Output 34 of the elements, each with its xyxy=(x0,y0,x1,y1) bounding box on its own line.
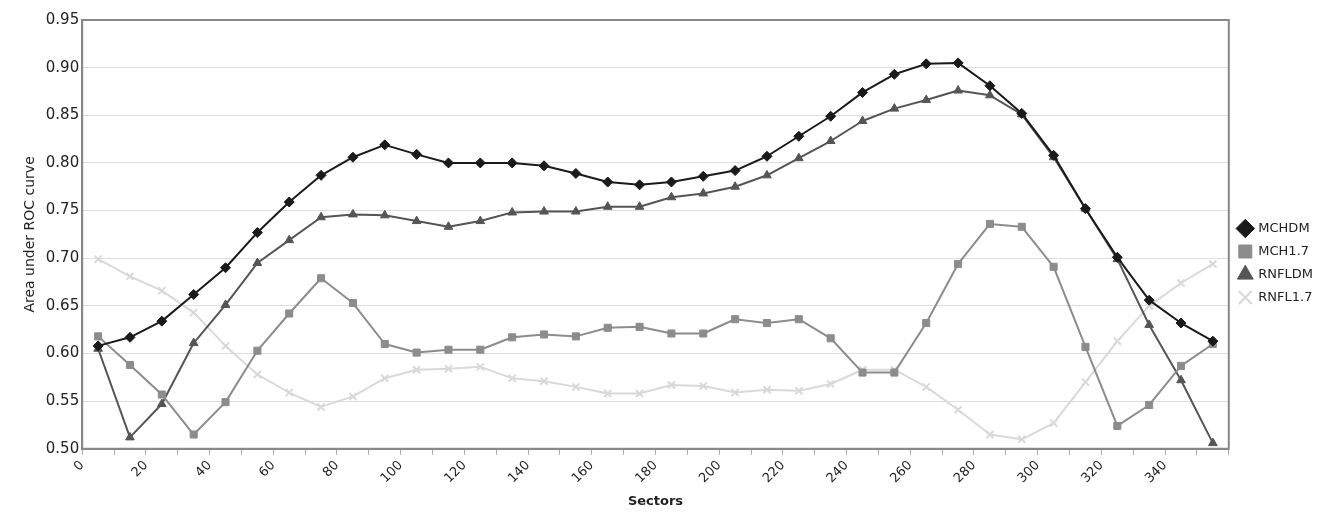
x-tick-label: 60 xyxy=(255,457,278,480)
y-tick-label: 0.70 xyxy=(45,248,80,267)
x-tick-label: 140 xyxy=(504,457,533,486)
y-tick-label: 0.75 xyxy=(45,200,80,219)
y-tick-label: 0.90 xyxy=(45,57,80,76)
legend-label: RNFL1.7 xyxy=(1258,288,1313,304)
x-tick-label: 180 xyxy=(631,457,661,486)
x-tick-label: 100 xyxy=(377,457,406,486)
y-tick-label: 0.80 xyxy=(45,152,80,171)
x-tick-label: 300 xyxy=(1014,457,1043,486)
y-tick-label: 0.55 xyxy=(45,391,80,410)
legend-label: MCH1.7 xyxy=(1258,242,1310,258)
x-tick-label: 340 xyxy=(1141,457,1170,486)
x-tick-label: 80 xyxy=(319,457,342,480)
x-tick-label: 320 xyxy=(1077,457,1106,486)
x-tick-label: 160 xyxy=(568,457,597,486)
y-axis-title: Area under ROC curve xyxy=(21,156,38,313)
x-tick-label: 220 xyxy=(759,457,788,486)
y-tick-label: 0.95 xyxy=(45,9,80,28)
y-tick-label: 0.50 xyxy=(45,438,80,457)
x-tick-label: 280 xyxy=(950,457,979,486)
x-tick-label: 260 xyxy=(886,457,915,486)
y-tick-label: 0.85 xyxy=(45,105,80,124)
x-tick-label: 40 xyxy=(191,457,215,480)
x-tick-label: 120 xyxy=(440,457,469,486)
legend-label: RNFLDM xyxy=(1258,265,1314,281)
y-tick-label: 0.60 xyxy=(45,343,80,362)
x-tick-label: 20 xyxy=(128,457,151,480)
x-tick-label: 240 xyxy=(822,457,852,486)
legend-label: MCHDM xyxy=(1258,219,1310,235)
y-tick-label: 0.65 xyxy=(45,295,80,314)
x-tick-label: 200 xyxy=(695,457,724,486)
x-tick-label: 0 xyxy=(70,457,87,474)
x-axis-title: Sectors xyxy=(627,492,684,508)
